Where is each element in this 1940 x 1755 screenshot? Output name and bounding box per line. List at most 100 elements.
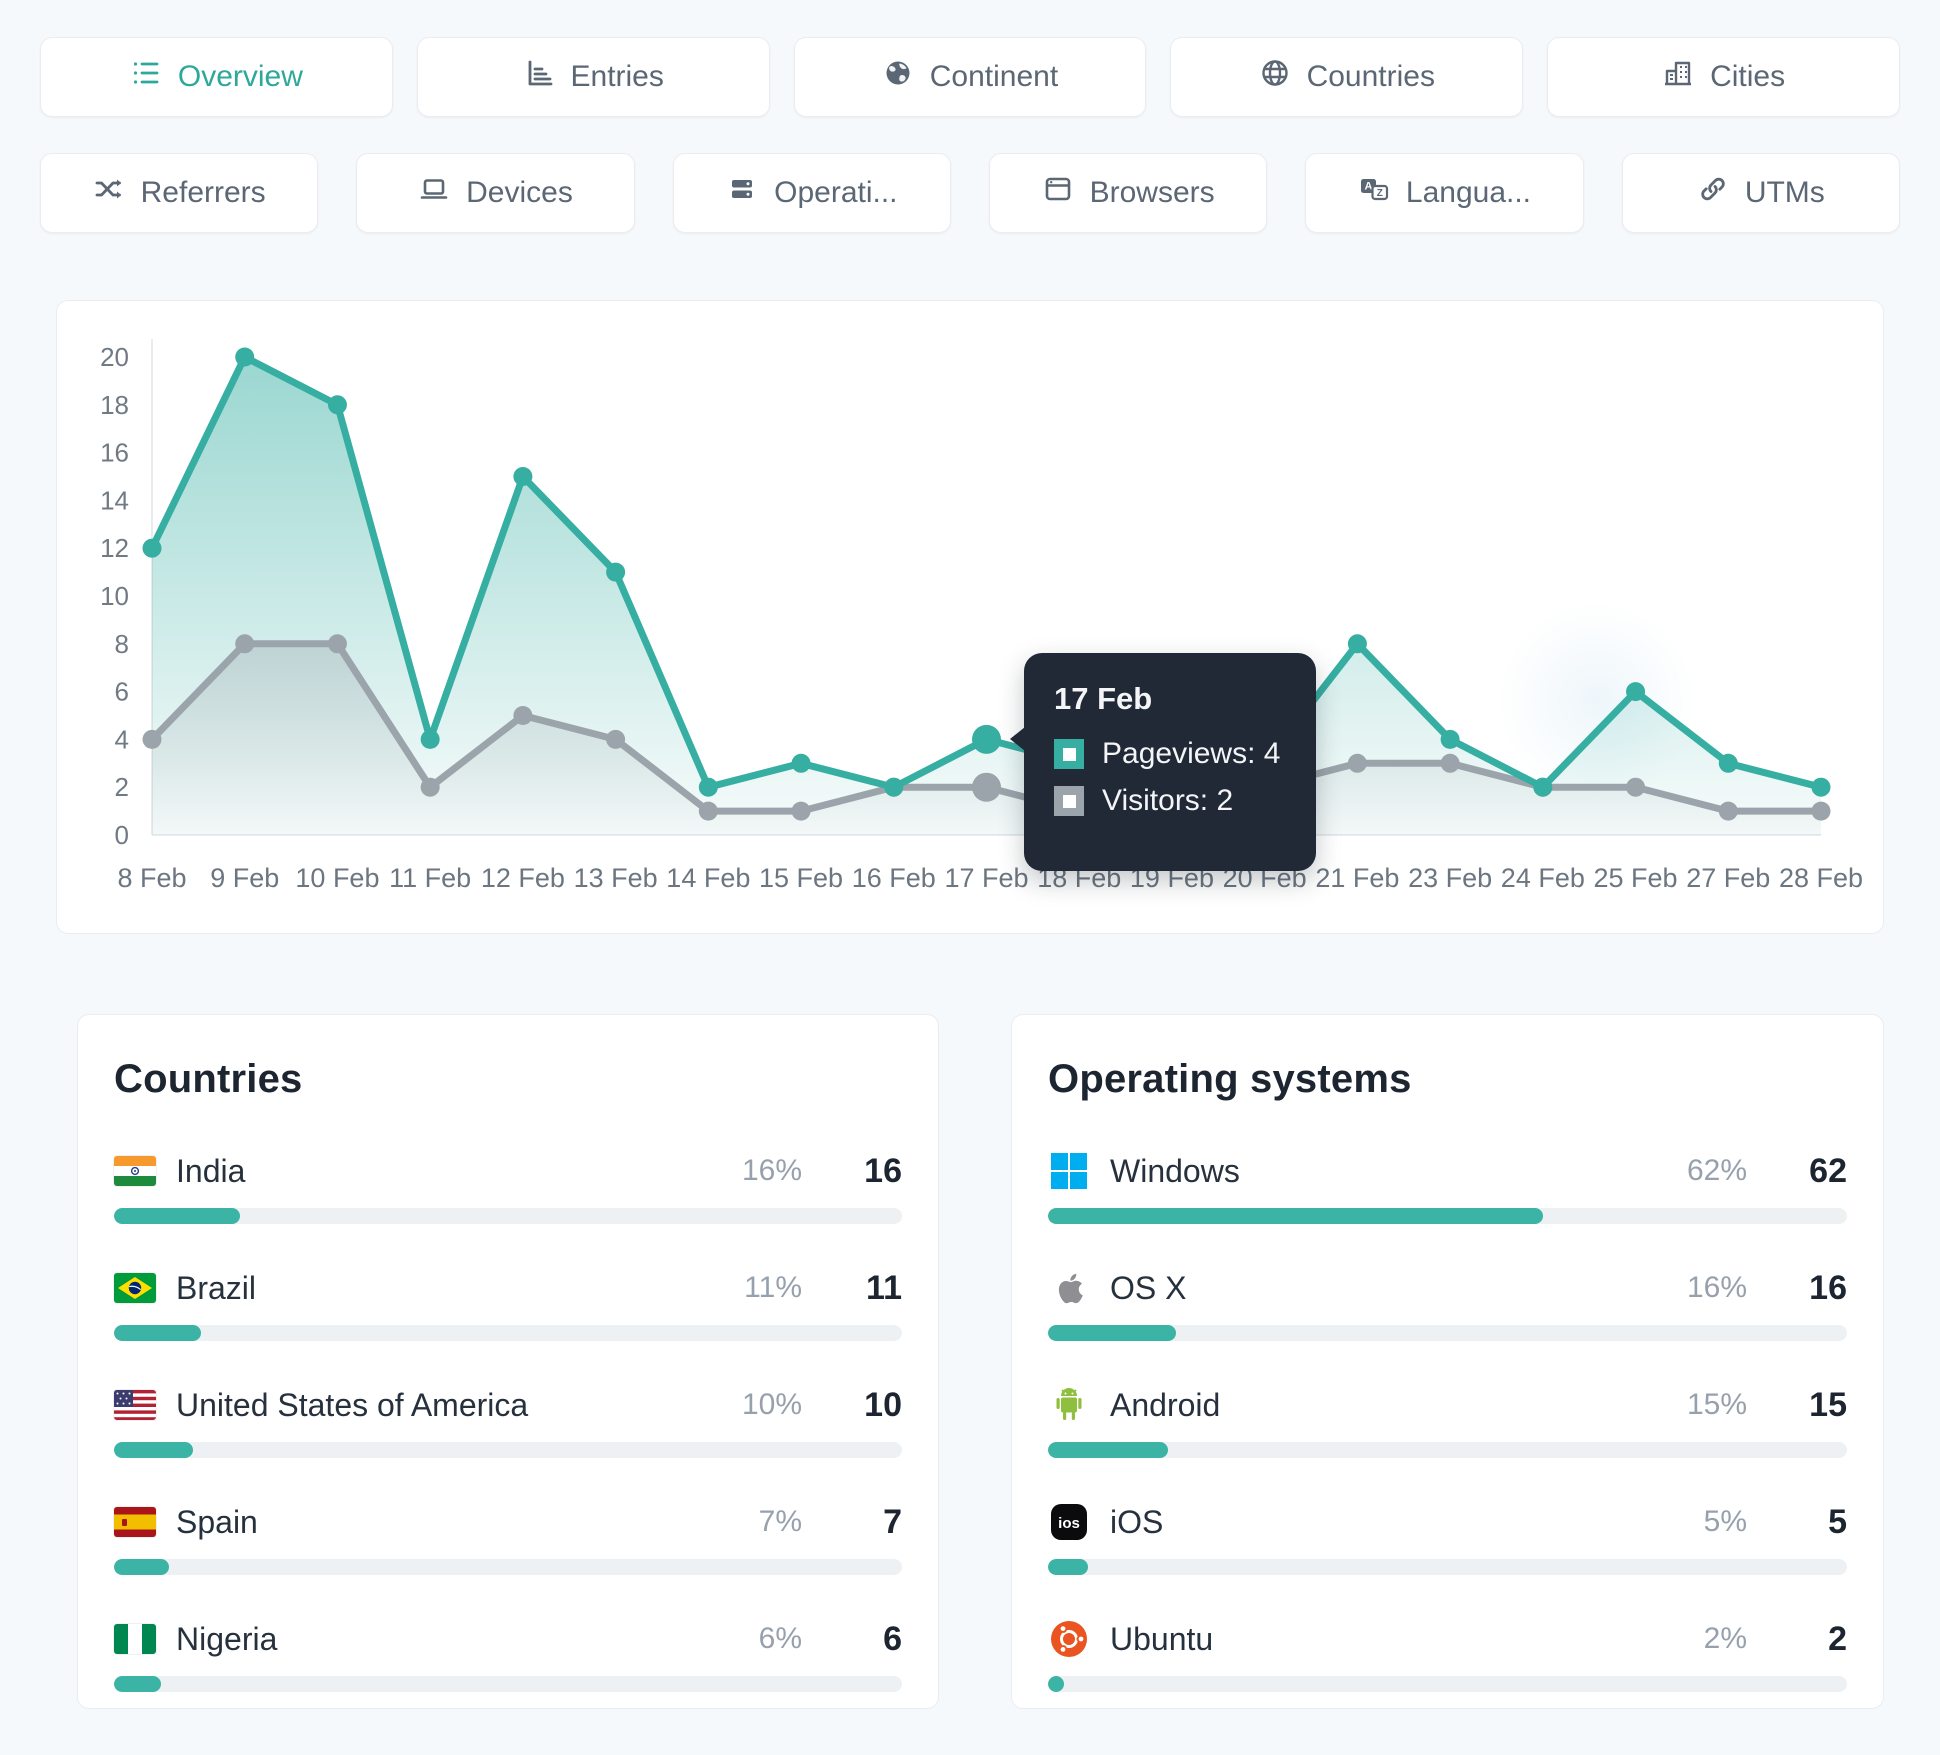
tab-countries[interactable]: Countries: [1170, 37, 1524, 117]
tab-label: Entries: [570, 60, 664, 93]
svg-text:11 Feb: 11 Feb: [389, 863, 471, 893]
country-percent: 16%: [741, 1154, 802, 1187]
country-count: 6: [883, 1619, 902, 1658]
os-row-windows[interactable]: Windows 62% 62: [1048, 1148, 1847, 1224]
svg-text:28 Feb: 28 Feb: [1779, 863, 1863, 893]
country-row-brazil[interactable]: Brazil 11% 11: [114, 1265, 902, 1341]
os-row-ios[interactable]: ios iOS 5% 5: [1048, 1499, 1847, 1575]
svg-text:10: 10: [100, 581, 129, 611]
country-percent: 7%: [758, 1505, 802, 1538]
tooltip-visitors-text: Visitors: 2: [1102, 784, 1234, 817]
country-row-india[interactable]: India 16% 16: [114, 1148, 902, 1224]
country-row-usa[interactable]: United States of America 10% 10: [114, 1382, 902, 1458]
shuffle-icon: [93, 173, 125, 213]
os-percent: 2%: [1703, 1622, 1747, 1655]
country-label: Nigeria: [176, 1620, 278, 1657]
country-bar: [114, 1325, 902, 1341]
pageviews-marker-icon: [1054, 739, 1084, 769]
android-logo: [1048, 1384, 1090, 1426]
tab-referrers[interactable]: Referrers: [40, 153, 319, 233]
tab-label: Operati...: [774, 176, 898, 209]
cities-buildings-icon: [1662, 57, 1694, 97]
country-label: India: [176, 1152, 246, 1189]
tab-label: Countries: [1306, 60, 1435, 93]
country-bar: [114, 1208, 902, 1224]
os-label: iOS: [1110, 1503, 1164, 1540]
os-count: 15: [1809, 1385, 1847, 1424]
india-flag: [114, 1150, 156, 1192]
laptop-icon: [418, 173, 450, 213]
windows-logo: [1048, 1150, 1090, 1192]
tab-browsers[interactable]: Browsers: [988, 153, 1268, 233]
tab-entries[interactable]: Entries: [416, 37, 770, 117]
os-percent: 15%: [1686, 1388, 1747, 1421]
tab-label: Overview: [177, 60, 303, 93]
country-count: 10: [864, 1385, 902, 1424]
apple-logo: [1048, 1267, 1090, 1309]
os-bar: [1048, 1325, 1847, 1341]
os-label: Ubuntu: [1110, 1620, 1214, 1657]
os-count: 2: [1828, 1619, 1847, 1658]
os-count: 5: [1828, 1502, 1847, 1541]
countries-panel: Countries India 16% 16 Brazil 11% 11 Uni: [77, 1014, 939, 1709]
country-count: 11: [866, 1268, 902, 1307]
os-percent: 16%: [1686, 1271, 1747, 1304]
svg-text:A: A: [1364, 181, 1372, 193]
tab-overview[interactable]: Overview: [40, 37, 393, 117]
tab-label: Continent: [929, 60, 1059, 93]
os-row-ubuntu[interactable]: Ubuntu 2% 2: [1048, 1616, 1847, 1692]
brazil-flag: [114, 1267, 156, 1309]
svg-text:13 Feb: 13 Feb: [574, 863, 658, 893]
ios-logo: ios: [1048, 1501, 1090, 1543]
tab-cities[interactable]: Cities: [1547, 37, 1900, 117]
country-row-nigeria[interactable]: Nigeria 6% 6: [114, 1616, 902, 1692]
os-row-android[interactable]: Android 15% 15: [1048, 1382, 1847, 1458]
country-percent: 6%: [758, 1622, 802, 1655]
countries-globe-icon: [1259, 57, 1291, 97]
traffic-chart-card: 0 2 4 6 8 10 12 14 16 18 20 8 Feb 9 Feb 10 Feb 11 Feb 1…: [56, 300, 1884, 934]
tooltip-date: 17 Feb: [1054, 681, 1153, 716]
country-count: 16: [864, 1151, 902, 1190]
svg-text:ios: ios: [1058, 1515, 1080, 1532]
os-row-osx[interactable]: OS X 16% 16: [1048, 1265, 1847, 1341]
tab-operating-systems[interactable]: Operati...: [672, 153, 951, 233]
tooltip-pageviews-row: Pageviews: 4: [1054, 737, 1286, 771]
tooltip-pageviews-text: Pageviews: 4: [1102, 737, 1281, 770]
spain-flag: [114, 1501, 156, 1543]
country-bar: [114, 1676, 902, 1692]
svg-text:14 Feb: 14 Feb: [666, 863, 750, 893]
tab-devices[interactable]: Devices: [356, 153, 635, 233]
os-label: Android: [1110, 1386, 1221, 1423]
usa-flag: [114, 1384, 156, 1426]
entries-chart-icon: [523, 57, 555, 97]
os-percent: 5%: [1703, 1505, 1747, 1538]
server-icon: [726, 173, 758, 213]
country-percent: 10%: [741, 1388, 802, 1421]
nigeria-flag: [114, 1618, 156, 1660]
os-bar: [1048, 1676, 1847, 1692]
svg-text:20: 20: [100, 342, 129, 372]
svg-text:27 Feb: 27 Feb: [1686, 863, 1770, 893]
svg-text:15 Feb: 15 Feb: [759, 863, 843, 893]
tab-label: Langua...: [1405, 176, 1532, 209]
tab-continent[interactable]: Continent: [793, 37, 1147, 117]
svg-text:6: 6: [115, 677, 129, 707]
traffic-chart[interactable]: 0 2 4 6 8 10 12 14 16 18 20 8 Feb 9 Feb 10 Feb 11 Feb 1…: [57, 301, 1883, 933]
tab-utms[interactable]: UTMs: [1621, 153, 1900, 233]
svg-text:12 Feb: 12 Feb: [481, 863, 565, 893]
os-bar: [1048, 1208, 1847, 1224]
svg-text:12: 12: [100, 533, 129, 563]
country-label: Spain: [176, 1503, 258, 1540]
view-tabs-primary: Overview Entries Continent Countries Cit…: [0, 37, 1940, 117]
country-bar: [114, 1442, 902, 1458]
os-label: OS X: [1110, 1269, 1187, 1306]
svg-text:9 Feb: 9 Feb: [210, 863, 279, 893]
svg-text:Z: Z: [1377, 188, 1383, 199]
overview-list-icon: [130, 57, 162, 97]
tooltip-visitors-row: Visitors: 2: [1054, 784, 1286, 818]
country-row-spain[interactable]: Spain 7% 7: [114, 1499, 902, 1575]
country-bar: [114, 1559, 902, 1575]
os-count: 16: [1809, 1268, 1847, 1307]
